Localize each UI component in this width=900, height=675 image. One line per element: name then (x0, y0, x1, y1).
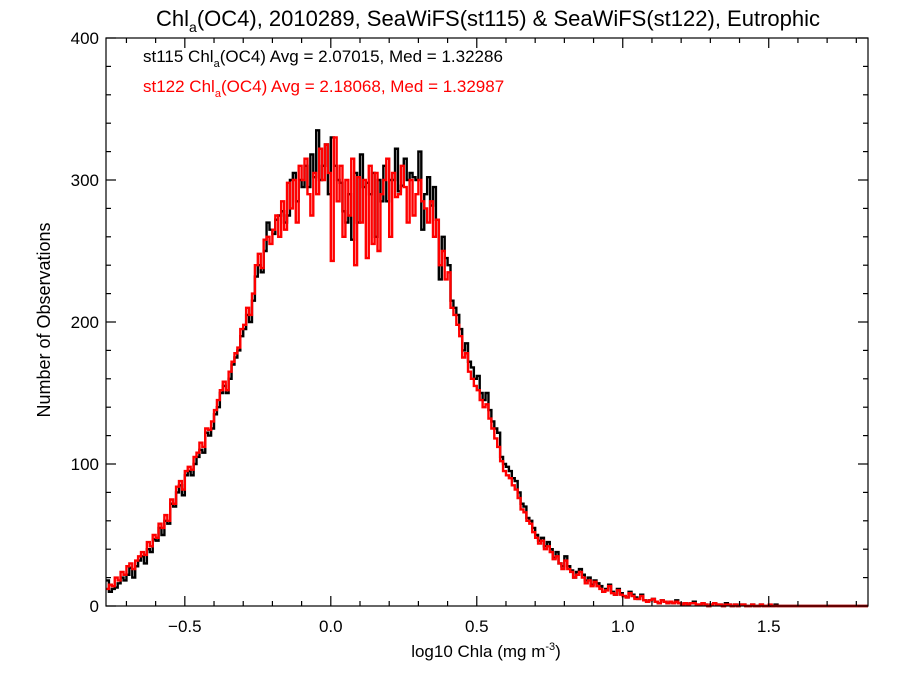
y-tick-label: 400 (71, 29, 99, 48)
x-axis-label: log10 Chla (mg m-3) (411, 641, 561, 661)
x-tick-label: 0.0 (319, 617, 343, 636)
x-tick-label: 1.0 (611, 617, 635, 636)
x-tick-label: −0.5 (168, 617, 202, 636)
y-tick-label: 0 (90, 597, 99, 616)
series-st122-line (106, 136, 868, 608)
y-tick-label: 100 (71, 455, 99, 474)
series-layer (106, 129, 868, 608)
y-axis-label: Number of Observations (34, 222, 54, 417)
annotation-st115: st115 Chla(OC4) Avg = 2.07015, Med = 1.3… (143, 47, 503, 70)
annotation-st122: st122 Chla(OC4) Avg = 2.18068, Med = 1.3… (143, 77, 504, 100)
axes-layer: −0.5 0.0 0.5 1.0 1.5 0 100 200 300 400 (71, 29, 869, 636)
chart-title: Chla(OC4), 2010289, SeaWiFS(st115) & Sea… (156, 6, 820, 35)
x-tick-label: 0.5 (465, 617, 489, 636)
y-tick-label: 200 (71, 313, 99, 332)
y-tick-label: 300 (71, 171, 99, 190)
x-tick-label: 1.5 (757, 617, 781, 636)
